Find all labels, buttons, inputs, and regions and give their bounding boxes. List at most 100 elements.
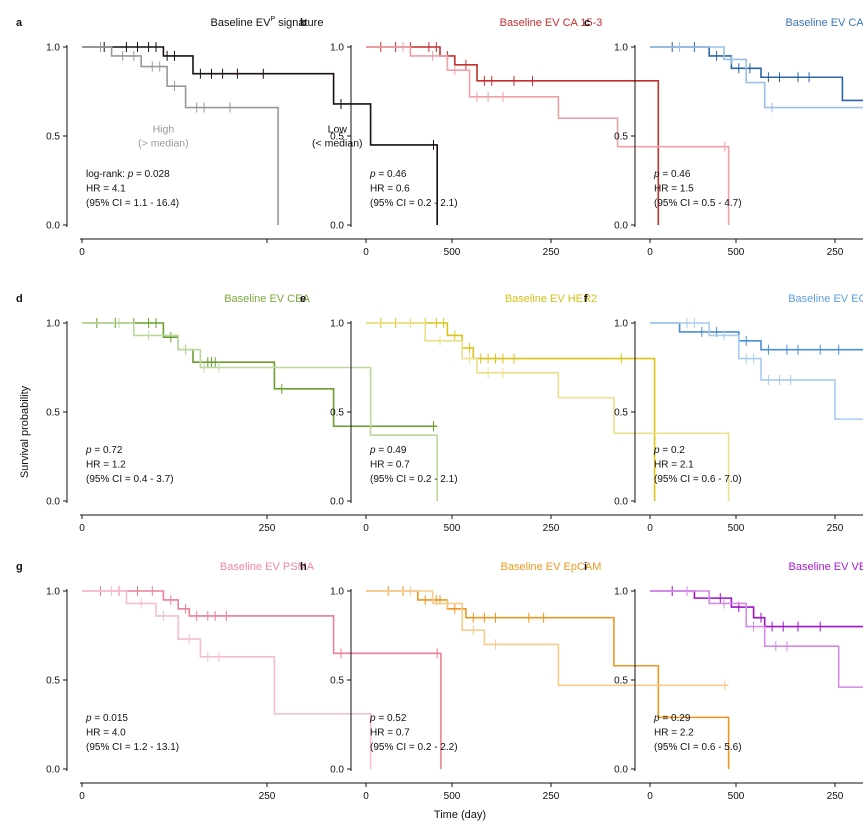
panel-letter: e <box>300 293 306 305</box>
group-label: High <box>153 123 175 135</box>
stat-line: (95% CI = 0.2 - 2.2) <box>370 742 458 753</box>
x-axis-label: Time (day) <box>434 809 486 821</box>
x-tick-label: 500 <box>728 523 745 534</box>
y-tick-label: 1.0 <box>614 587 628 598</box>
y-axis-label: Survival probability <box>19 385 31 478</box>
stat-line: (95% CI = 0.6 - 5.6) <box>654 742 742 753</box>
y-tick-label: 0.0 <box>46 221 60 232</box>
stat-line: HR = 1.2 <box>86 460 126 471</box>
stat-line: (95% CI = 0.5 - 4.7) <box>654 198 742 209</box>
x-tick-label: 250 <box>259 523 276 534</box>
y-tick-label: 0.0 <box>614 765 628 776</box>
panel-letter: h <box>300 561 307 573</box>
y-tick-label: 1.0 <box>330 319 344 330</box>
y-tick-label: 0.5 <box>330 676 344 687</box>
y-tick-label: 1.0 <box>330 43 344 54</box>
stat-line: HR = 4.1 <box>86 184 126 195</box>
stat-line: HR = 2.2 <box>654 728 694 739</box>
km-curve-low <box>82 322 438 428</box>
stat-line: log-rank: p = 0.028 <box>86 169 170 180</box>
stat-line: (95% CI = 1.2 - 13.1) <box>86 742 179 753</box>
panel-title: Baseline EV VEGF <box>789 561 863 573</box>
panel-g: g Baseline EV PSMA 0.0 0.5 1.0 0 250 500 p = 0.0… <box>16 561 461 802</box>
y-tick-label: 0.0 <box>330 497 344 508</box>
km-curve-low <box>82 46 438 225</box>
stat-line: HR = 0.6 <box>370 184 410 195</box>
x-tick-label: 0 <box>79 523 85 534</box>
km-curve-high <box>82 590 372 769</box>
x-tick-label: 0 <box>363 523 369 534</box>
y-tick-label: 0.0 <box>614 221 628 232</box>
panel-f: f Baseline EV EGFR 0.0 0.5 1.0 0 250 500 p = 0.2… <box>584 293 863 534</box>
x-tick-label: 500 <box>444 247 461 258</box>
y-tick-label: 1.0 <box>46 43 60 54</box>
y-tick-label: 0.5 <box>330 132 344 143</box>
y-tick-label: 0.0 <box>614 497 628 508</box>
panel-c: c Baseline EV CA 125 0.0 0.5 1.0 0 250 500 p = 0… <box>584 17 863 258</box>
y-tick-label: 0.5 <box>46 408 60 419</box>
x-tick-label: 0 <box>363 791 369 802</box>
y-tick-label: 0.0 <box>46 497 60 508</box>
stat-line: (95% CI = 0.6 - 7.0) <box>654 474 742 485</box>
stat-line: p = 0.2 <box>653 445 685 456</box>
stat-line: (95% CI = 0.4 - 3.7) <box>86 474 174 485</box>
stat-line: HR = 0.7 <box>370 460 410 471</box>
x-tick-label: 250 <box>259 791 276 802</box>
km-curve-low <box>366 590 730 769</box>
x-tick-label: 0 <box>79 791 85 802</box>
panel-d: d Baseline EV CEA 0.0 0.5 1.0 0 250 500 p = 0.72… <box>16 293 461 534</box>
x-tick-label: 250 <box>827 791 844 802</box>
x-tick-label: 500 <box>444 523 461 534</box>
panel-letter: d <box>16 293 23 305</box>
x-tick-label: 500 <box>728 247 745 258</box>
km-curve-low <box>650 590 863 628</box>
panel-title: Baseline EV HER2 <box>505 293 597 305</box>
x-tick-label: 500 <box>444 791 461 802</box>
y-tick-label: 1.0 <box>614 319 628 330</box>
x-tick-label: 0 <box>647 247 653 258</box>
km-curve-high <box>650 322 863 420</box>
stat-line: (95% CI = 0.2 - 2.1) <box>370 474 458 485</box>
y-tick-label: 0.5 <box>46 676 60 687</box>
y-tick-label: 1.0 <box>614 43 628 54</box>
y-tick-label: 0.0 <box>330 221 344 232</box>
panel-e: e Baseline EV HER2 0.0 0.5 1.0 0 250 500 p = 0.4… <box>300 293 745 534</box>
x-tick-label: 0 <box>647 523 653 534</box>
stat-line: HR = 1.5 <box>654 184 694 195</box>
km-curve-high <box>82 46 279 225</box>
group-label: Low <box>328 123 348 135</box>
x-tick-label: 500 <box>728 791 745 802</box>
panel-h: h Baseline EV EpCAM 0.0 0.5 1.0 0 250 500 p = 0.… <box>300 561 745 802</box>
x-tick-label: 250 <box>827 523 844 534</box>
km-curve-low <box>650 322 863 351</box>
stat-line: p = 0.46 <box>653 169 691 180</box>
stat-line: (95% CI = 1.1 - 16.4) <box>86 198 179 209</box>
y-tick-label: 0.5 <box>46 132 60 143</box>
panel-letter: f <box>584 293 588 305</box>
panels: a Baseline EVP signature 0.0 0.5 1.0 0 500 High… <box>16 16 863 802</box>
stat-line: p = 0.46 <box>369 169 407 180</box>
y-tick-label: 0.5 <box>330 408 344 419</box>
panel-title: Baseline EV EpCAM <box>501 561 602 573</box>
km-curve-high <box>366 322 730 501</box>
panel-title: Baseline EV EGFR <box>788 293 863 305</box>
y-tick-label: 1.0 <box>330 587 344 598</box>
stat-line: p = 0.29 <box>653 713 691 724</box>
panel-letter: g <box>16 561 23 573</box>
km-curve-low <box>82 590 442 769</box>
panel-letter: a <box>16 17 23 29</box>
panel-letter: b <box>300 17 307 29</box>
y-tick-label: 0.5 <box>614 676 628 687</box>
x-tick-label: 250 <box>543 523 560 534</box>
stat-line: p = 0.015 <box>85 713 128 724</box>
km-curve-high <box>82 322 438 501</box>
group-label: (> median) <box>138 137 188 149</box>
km-curve-high <box>650 46 863 109</box>
y-tick-label: 0.5 <box>614 132 628 143</box>
y-tick-label: 1.0 <box>46 319 60 330</box>
panel-i: i Baseline EV VEGF 0.0 0.5 1.0 0 250 500 p = 0.2… <box>584 561 863 802</box>
stat-line: HR = 0.7 <box>370 728 410 739</box>
stat-line: p = 0.72 <box>85 445 123 456</box>
x-tick-label: 250 <box>543 247 560 258</box>
